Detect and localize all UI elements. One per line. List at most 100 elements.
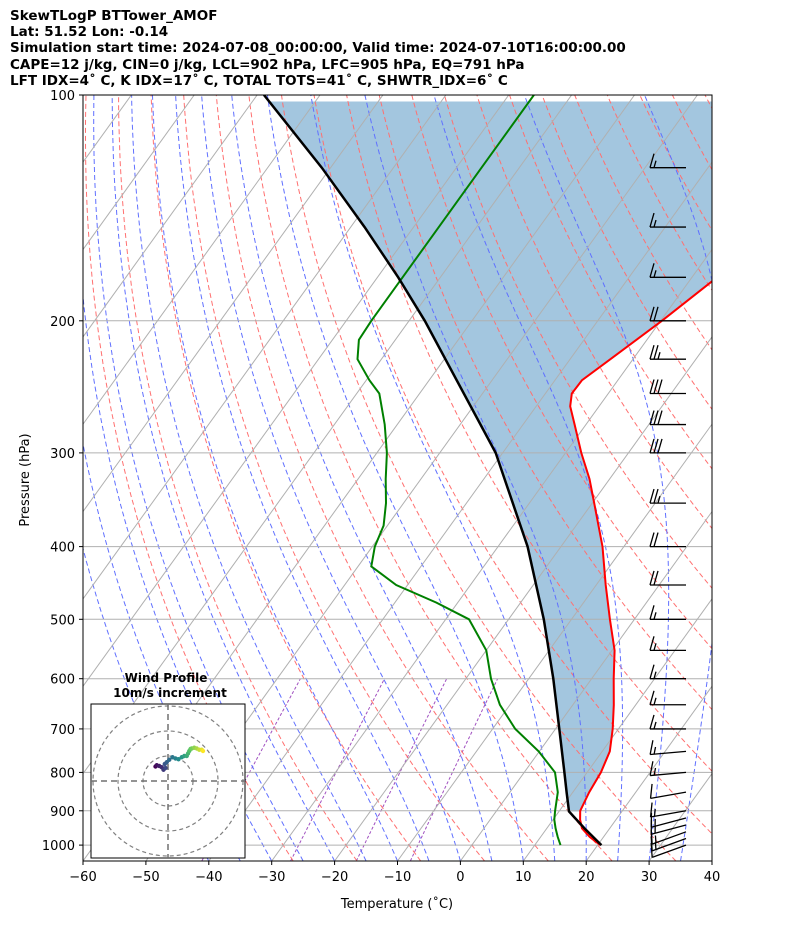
dry-adiabat [509, 95, 712, 470]
wind-barb [649, 714, 686, 730]
dewpoint-line [356, 95, 562, 846]
isotherm--160 [0, 95, 6, 861]
y-axis-label: Pressure (hPa) [18, 433, 33, 526]
y-tick-label: 500 [50, 613, 75, 628]
dry-adiabat [118, 95, 358, 861]
x-tick-label: −40 [195, 870, 222, 885]
dry-adiabat [704, 95, 712, 110]
indices-line-1: CAPE=12 j/kg, CIN=0 j/kg, LCL=902 hPa, L… [10, 56, 525, 73]
dry-adiabat [443, 95, 712, 590]
wind-barb [649, 783, 687, 800]
x-tick-label: 10 [515, 870, 532, 885]
isotherm--100 [83, 95, 384, 513]
wind-barb [649, 263, 686, 278]
x-tick-label: −60 [69, 870, 96, 885]
wind-barb [649, 740, 687, 756]
isotherm-40 [711, 860, 712, 861]
x-tick-label: −50 [132, 870, 159, 885]
wind-barb [649, 306, 686, 322]
isotherm--40 [208, 161, 712, 861]
y-tick-label: 1000 [42, 839, 75, 854]
dry-adiabat [150, 95, 422, 861]
hodograph-point [167, 757, 172, 762]
grid-lines [0, 95, 712, 861]
isotherm--130 [83, 95, 195, 251]
isotherm--80 [83, 95, 510, 688]
dry-adiabat [606, 95, 712, 292]
wind-barb [649, 410, 686, 426]
y-tick-label: 900 [50, 805, 75, 820]
y-tick-label: 800 [50, 766, 75, 781]
wind-barb [649, 488, 686, 504]
axes: Temperature (˚C) Pressure (hPa) −60 −50 −4… [18, 89, 720, 912]
moist-adiabat [152, 95, 398, 861]
dry-adiabat [770, 95, 794, 861]
isotherm--30 [271, 248, 712, 861]
hodograph-inset: Wind Profile 10m/s increment [90, 671, 246, 859]
wind-barb [649, 212, 686, 228]
wind-barb [650, 812, 687, 828]
moist-adiabat [111, 95, 336, 861]
dry-adiabat [215, 95, 549, 861]
moist-adiabat [231, 95, 493, 861]
y-tick-label: 300 [50, 447, 75, 462]
isotherm--90 [83, 95, 447, 600]
wind-barb [649, 532, 686, 548]
hodograph-point [176, 757, 181, 762]
moist-adiabat [524, 95, 670, 861]
wind-barb [649, 570, 686, 586]
moist-adiabat [175, 95, 430, 861]
moist-adiabat [364, 95, 587, 861]
isotherm--120 [83, 95, 258, 338]
x-tick-label: 20 [578, 870, 595, 885]
wind-barb [649, 664, 686, 680]
y-tick-label: 700 [50, 723, 75, 738]
wind-barb [649, 636, 686, 652]
wind-barb [649, 802, 687, 818]
dry-adiabat [378, 95, 712, 711]
time-line: Simulation start time: 2024-07-08_00:00:… [10, 40, 626, 57]
location-line: Lat: 51.52 Lon: -0.14 [10, 24, 169, 41]
x-tick-label: 40 [704, 870, 721, 885]
mixing-ratio-line [355, 678, 448, 861]
isotherm--110 [83, 95, 321, 426]
dry-adiabat [541, 95, 712, 411]
isotherm-0 [459, 510, 712, 861]
hodograph-subtitle: 10m/s increment [113, 686, 227, 700]
wind-barb [649, 690, 686, 706]
dry-adiabat [346, 95, 712, 772]
moist-adiabat [201, 95, 461, 861]
isotherm-10 [522, 598, 712, 861]
mixing-ratio-line [409, 678, 499, 861]
wind-barb [649, 605, 686, 620]
hodograph-point [200, 748, 206, 754]
hodograph-ring [117, 730, 219, 832]
x-tick-label: −30 [258, 870, 285, 885]
x-tick-label: −10 [384, 870, 411, 885]
y-tick-label: 600 [50, 673, 75, 688]
hodograph-title: Wind Profile [125, 671, 208, 685]
moist-adiabat [433, 95, 624, 861]
isotherm--10 [397, 423, 712, 861]
moist-adiabat [131, 95, 367, 861]
wind-barb [649, 153, 686, 169]
profile-lines [263, 95, 712, 846]
wind-barb [649, 761, 687, 777]
x-tick-label: 30 [641, 870, 658, 885]
x-tick-label: −20 [321, 870, 348, 885]
wind-barbs [649, 153, 687, 859]
dry-adiabat [183, 95, 485, 861]
wind-barb [649, 438, 686, 454]
wind-barb [649, 344, 686, 360]
x-axis-label: Temperature (˚C) [340, 896, 453, 912]
parcel-line [263, 95, 603, 846]
mixing-ratio-line [290, 678, 385, 861]
temperature-line [569, 280, 712, 846]
y-tick-label: 200 [50, 315, 75, 330]
moist-adiabat [83, 441, 241, 861]
chart-title: SkewTLogP BTTower_AMOF [10, 8, 218, 24]
y-tick-label: 100 [50, 89, 75, 104]
isotherm--20 [334, 335, 712, 861]
moist-adiabat [310, 95, 556, 861]
